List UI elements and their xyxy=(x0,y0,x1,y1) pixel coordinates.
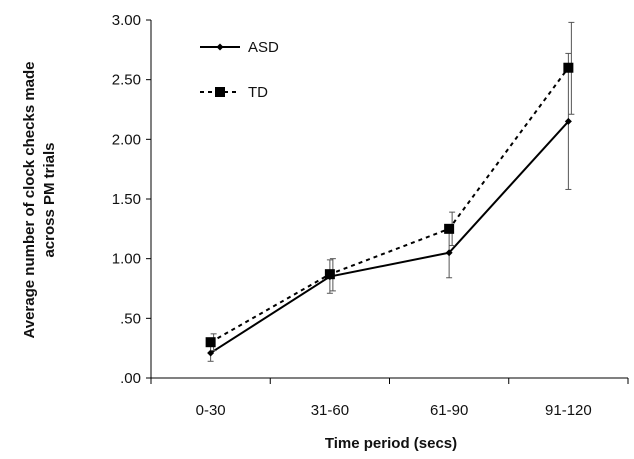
legend-marker-asd xyxy=(216,43,224,51)
data-point-td xyxy=(324,269,335,280)
series-line-asd xyxy=(210,120,570,354)
x-tick-label: 31-60 xyxy=(311,402,349,419)
y-axis-title-line-1: Average number of clock checks made xyxy=(21,61,38,338)
data-point-asd xyxy=(564,117,572,125)
legend-label-td: TD xyxy=(248,84,268,101)
series-line-td xyxy=(210,67,570,344)
y-tick-label: .50 xyxy=(120,310,141,327)
y-tick-label: 2.50 xyxy=(112,72,141,89)
y-axis-title-line-2: across PM trials xyxy=(41,142,58,257)
x-tick-label: 0-30 xyxy=(196,402,226,419)
y-tick-label: 1.00 xyxy=(112,251,141,268)
data-point-td xyxy=(205,337,216,348)
y-tick-label: 1.50 xyxy=(112,191,141,208)
x-tick-label: 61-90 xyxy=(430,402,468,419)
data-point-td xyxy=(444,223,455,234)
y-tick-label: .00 xyxy=(120,370,141,387)
data-point-asd xyxy=(445,249,453,257)
y-axis-title: Average number of clock checks made acro… xyxy=(21,61,58,338)
data-point-asd xyxy=(207,349,215,357)
plot-area: .00 .50 1.00 1.50 2.00 2.50 3.00 0-30 31-60 61-90… xyxy=(112,12,629,419)
y-tick-label: 2.00 xyxy=(112,131,141,148)
legend-marker-td xyxy=(215,87,225,97)
y-tick-label: 3.00 xyxy=(112,12,141,29)
x-axis-title: Time period (secs) xyxy=(325,435,457,452)
data-point-td xyxy=(563,62,574,73)
legend-label-asd: ASD xyxy=(248,39,279,56)
x-tick-label: 91-120 xyxy=(545,402,592,419)
